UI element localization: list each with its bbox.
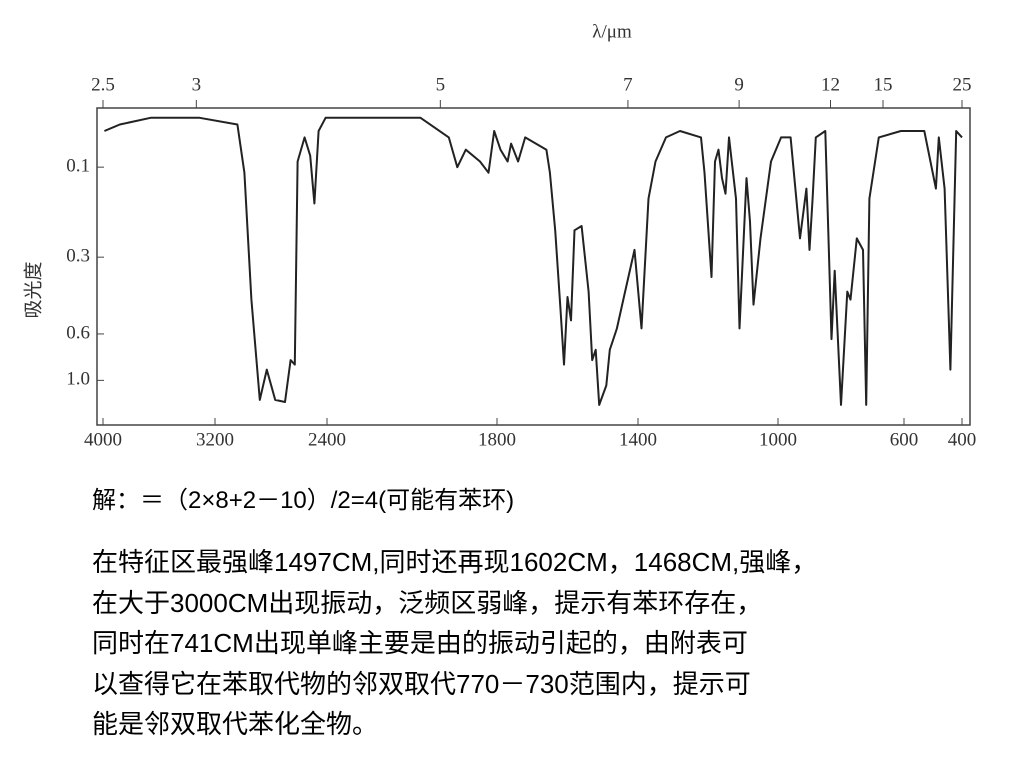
spectrum-line [104,116,963,406]
x2-tick-label: 9 [734,74,744,95]
solution-text: 解：＝（2×8+2－10）/2=4(可能有苯环) [92,487,515,514]
x2-tick-label: 3 [192,74,202,95]
x2-tick-label: 25 [953,74,972,95]
x-tick-label: 1800 [478,429,516,450]
y-tick-label: 0.3 [66,246,90,267]
x2-axis-label: λ/μm [592,21,632,42]
x2-tick-label: 7 [623,74,633,95]
y-axis-label: 吸光度 [22,261,44,318]
x2-tick-label: 12 [821,74,840,95]
x-tick-label: 1400 [619,429,657,450]
paragraph-line: 同时在741CM出现单峰主要是由的振动引起的，由附表可 [92,628,748,658]
y-tick-label: 1.0 [66,369,90,390]
paragraph-line: 在大于3000CM出现振动，泛频区弱峰，提示有苯环存在， [92,588,763,618]
spectrum-chart: λ/μm 吸光度 4000 3200 2400 1800 1400 1000 600 400 2… [22,21,977,450]
y-tick-label: 0.6 [66,322,90,343]
paragraph-line: 在特征区最强峰1497CM,同时还再现1602CM，1468CM,强峰， [92,547,818,577]
paragraph-line: 以查得它在苯取代物的邻双取代770－730范围内，提示可 [92,669,751,699]
x-tick-label: 4000 [84,429,122,450]
x2-tick-label: 15 [874,74,893,95]
x-tick-label: 3200 [196,429,234,450]
x-tick-label: 400 [948,429,977,450]
plot-frame [96,107,971,426]
paragraph-line: 能是邻双取代苯化全物。 [92,709,379,739]
x2-tick-label: 2.5 [91,74,115,95]
x2-tick-label: 5 [436,74,446,95]
x-tick-label: 1000 [759,429,797,450]
x-tick-label: 600 [890,429,919,450]
y-tick-label: 0.1 [66,156,90,177]
x-tick-label: 2400 [308,429,346,450]
